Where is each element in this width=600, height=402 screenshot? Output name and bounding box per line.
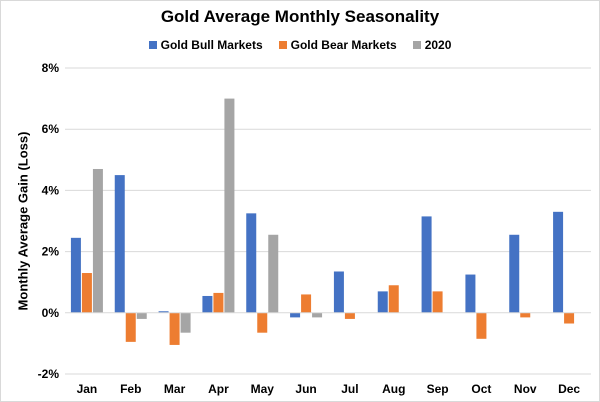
bar-gold-bull-markets-aug [377,291,388,313]
x-tick-label: May [251,382,275,396]
bar-gold-bear-markets-mar [169,312,180,345]
legend-item-bear: Gold Bear Markets [278,38,397,52]
bar-gold-bear-markets-oct [476,312,487,339]
x-tick-label: Jan [77,382,98,396]
x-tick-label: Oct [471,382,491,396]
bar-gold-bear-markets-jan [81,273,92,313]
chart-title: Gold Average Monthly Seasonality [160,7,440,26]
y-tick-label: 4% [42,183,60,197]
bar-gold-bull-markets-feb [114,175,125,313]
legend-label-bull: Gold Bull Markets [160,38,263,52]
bar-2020-apr [224,98,235,313]
x-tick-label: Jul [341,382,358,396]
x-tick-label: Nov [514,382,537,396]
bar-gold-bull-markets-may [246,213,257,313]
bar-gold-bear-markets-jun [301,294,312,313]
y-tick-label: 0% [42,306,60,320]
bar-gold-bear-markets-jul [344,312,355,319]
bar-2020-jan [92,168,103,313]
bar-gold-bull-markets-nov [509,234,520,313]
y-tick-label: 2% [42,245,60,259]
bar-gold-bull-markets-apr [202,295,213,313]
bar-2020-jun [312,312,323,318]
legend-label-2020: 2020 [424,38,452,52]
x-tick-label: Sep [427,382,449,396]
bar-gold-bull-markets-jan [70,237,81,313]
bar-gold-bull-markets-oct [465,274,476,313]
bar-gold-bull-markets-jul [333,271,344,313]
legend-item-bull: Gold Bull Markets [148,38,263,52]
x-tick-label: Apr [208,382,229,396]
legend: Gold Bull Markets Gold Bear Markets 2020 [1,38,599,52]
x-tick-label: Feb [120,382,141,396]
bar-gold-bear-markets-apr [213,292,224,313]
legend-item-2020: 2020 [412,38,452,52]
y-tick-label: -2% [38,367,60,381]
x-tick-label: Mar [164,382,186,396]
legend-label-bear: Gold Bear Markets [290,38,397,52]
bar-gold-bull-markets-jun [290,312,301,318]
bar-gold-bear-markets-may [257,312,268,333]
bar-gold-bear-markets-feb [125,312,136,342]
bar-2020-feb [136,312,147,319]
bar-gold-bull-markets-sep [421,216,432,313]
x-tick-label: Dec [558,382,580,396]
bar-gold-bear-markets-dec [564,312,575,324]
bar-gold-bear-markets-sep [432,291,443,313]
legend-swatch-bull [148,41,157,49]
bar-gold-bull-markets-dec [553,211,564,313]
bar-gold-bear-markets-aug [388,285,399,313]
legend-swatch-bear [278,41,287,49]
x-tick-label: Aug [382,382,405,396]
legend-swatch-2020 [412,41,421,49]
x-tick-label: Jun [295,382,316,396]
bar-gold-bull-markets-mar [158,311,169,313]
bar-2020-mar [180,312,191,333]
bar-2020-may [268,234,279,313]
y-tick-label: 6% [42,122,60,136]
y-tick-label: 8% [42,61,60,75]
bar-gold-bear-markets-nov [520,312,531,318]
